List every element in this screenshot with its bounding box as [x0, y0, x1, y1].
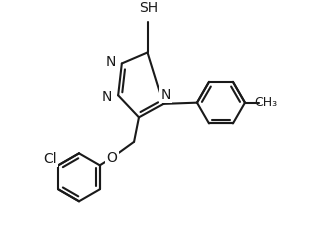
Text: N: N — [106, 55, 116, 69]
Text: N: N — [101, 90, 112, 104]
Text: CH₃: CH₃ — [254, 96, 278, 109]
Text: SH: SH — [139, 1, 158, 15]
Text: N: N — [160, 88, 171, 102]
Text: Cl: Cl — [43, 152, 56, 166]
Text: O: O — [107, 151, 118, 165]
